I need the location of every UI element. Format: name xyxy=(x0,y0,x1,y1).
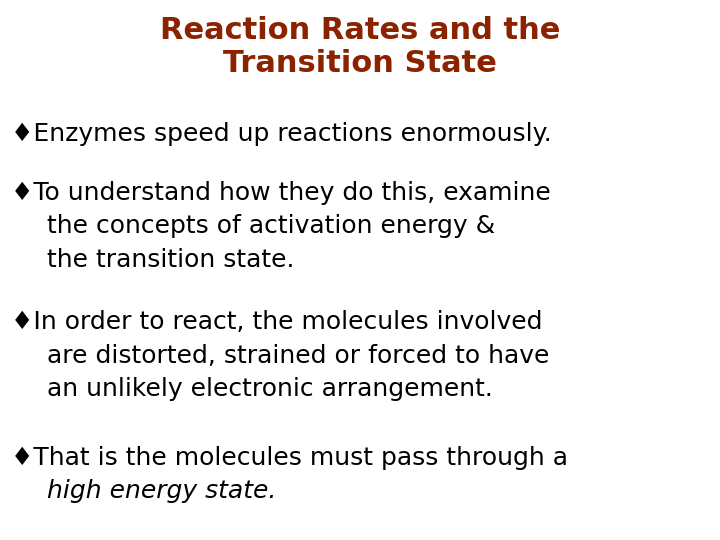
Text: Reaction Rates and the
Transition State: Reaction Rates and the Transition State xyxy=(160,16,560,78)
Text: the transition state.: the transition state. xyxy=(47,248,294,272)
Text: an unlikely electronic arrangement.: an unlikely electronic arrangement. xyxy=(47,377,492,401)
Text: ♦Enzymes speed up reactions enormously.: ♦Enzymes speed up reactions enormously. xyxy=(11,122,552,145)
Text: the concepts of activation energy &: the concepts of activation energy & xyxy=(47,214,495,238)
Text: ♦To understand how they do this, examine: ♦To understand how they do this, examine xyxy=(11,181,551,205)
Text: high energy state.: high energy state. xyxy=(47,479,276,503)
Text: are distorted, strained or forced to have: are distorted, strained or forced to hav… xyxy=(47,344,549,368)
Text: ♦That is the molecules must pass through a: ♦That is the molecules must pass through… xyxy=(11,446,568,469)
Text: ♦In order to react, the molecules involved: ♦In order to react, the molecules involv… xyxy=(11,310,542,334)
